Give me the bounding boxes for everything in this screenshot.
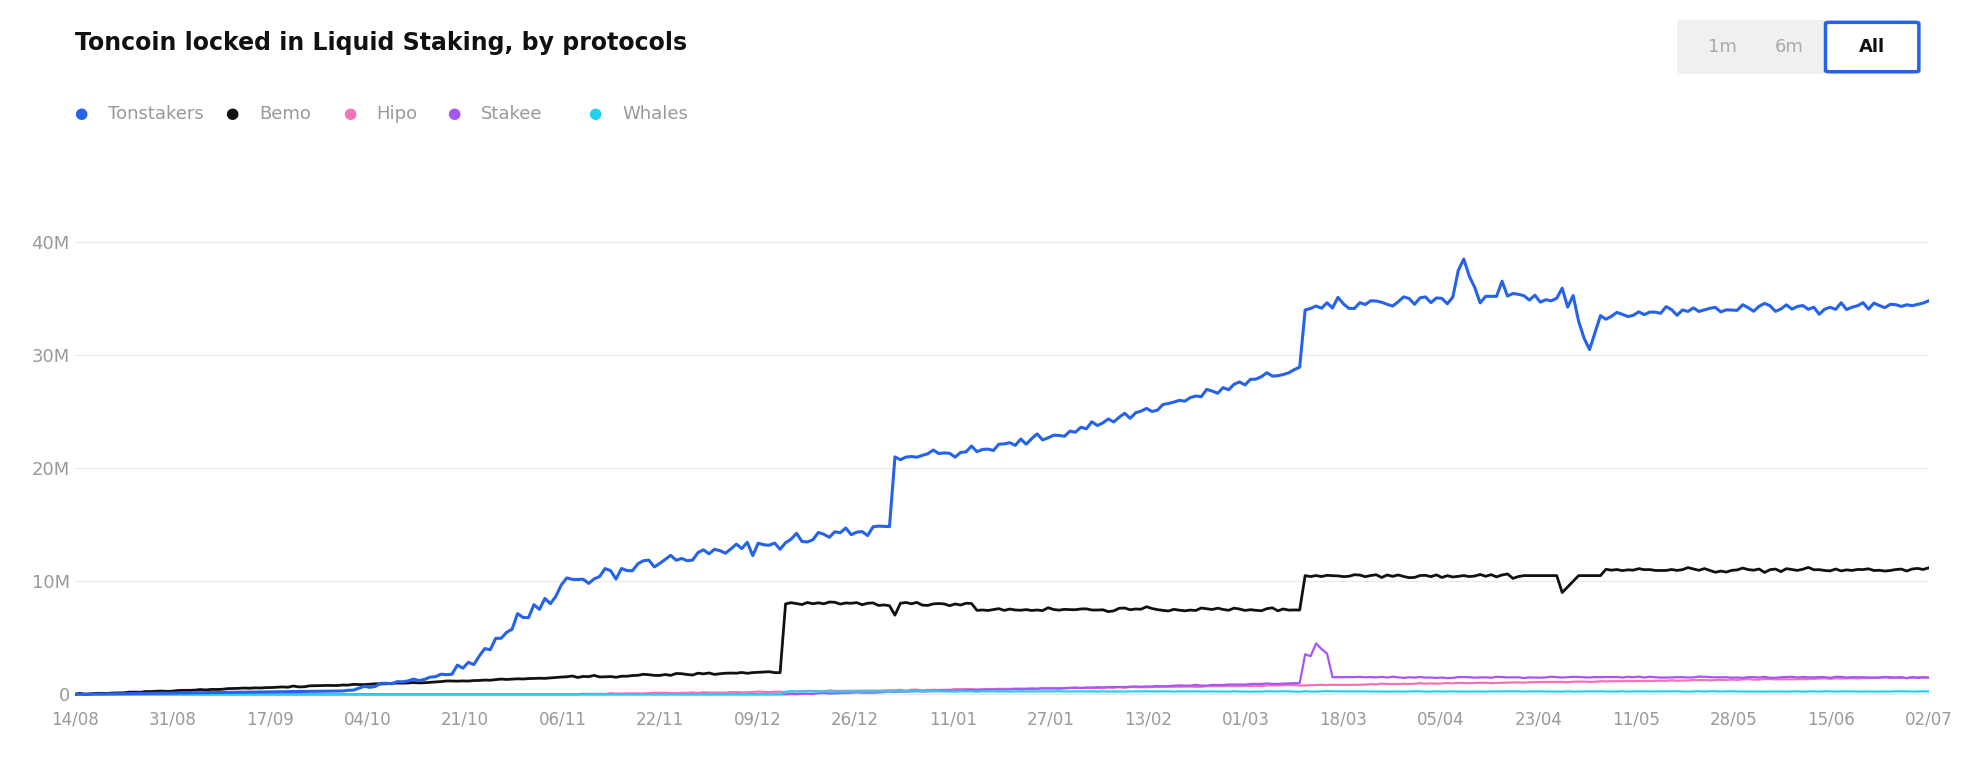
FancyBboxPatch shape	[1678, 21, 1921, 73]
FancyBboxPatch shape	[1825, 22, 1919, 72]
Text: Stakee: Stakee	[481, 105, 542, 122]
Text: Tonstakers: Tonstakers	[108, 105, 204, 122]
Text: 6m: 6m	[1776, 38, 1803, 56]
Text: ●: ●	[447, 106, 461, 122]
Text: All: All	[1860, 38, 1885, 56]
Text: Toncoin locked in Liquid Staking, by protocols: Toncoin locked in Liquid Staking, by pro…	[75, 31, 687, 56]
Text: ●: ●	[343, 106, 357, 122]
Text: ●: ●	[589, 106, 602, 122]
Text: Bemo: Bemo	[259, 105, 310, 122]
Text: ●: ●	[75, 106, 88, 122]
Text: ●: ●	[226, 106, 239, 122]
Text: Whales: Whales	[622, 105, 689, 122]
Text: 1m: 1m	[1709, 38, 1736, 56]
Text: Hipo: Hipo	[377, 105, 418, 122]
